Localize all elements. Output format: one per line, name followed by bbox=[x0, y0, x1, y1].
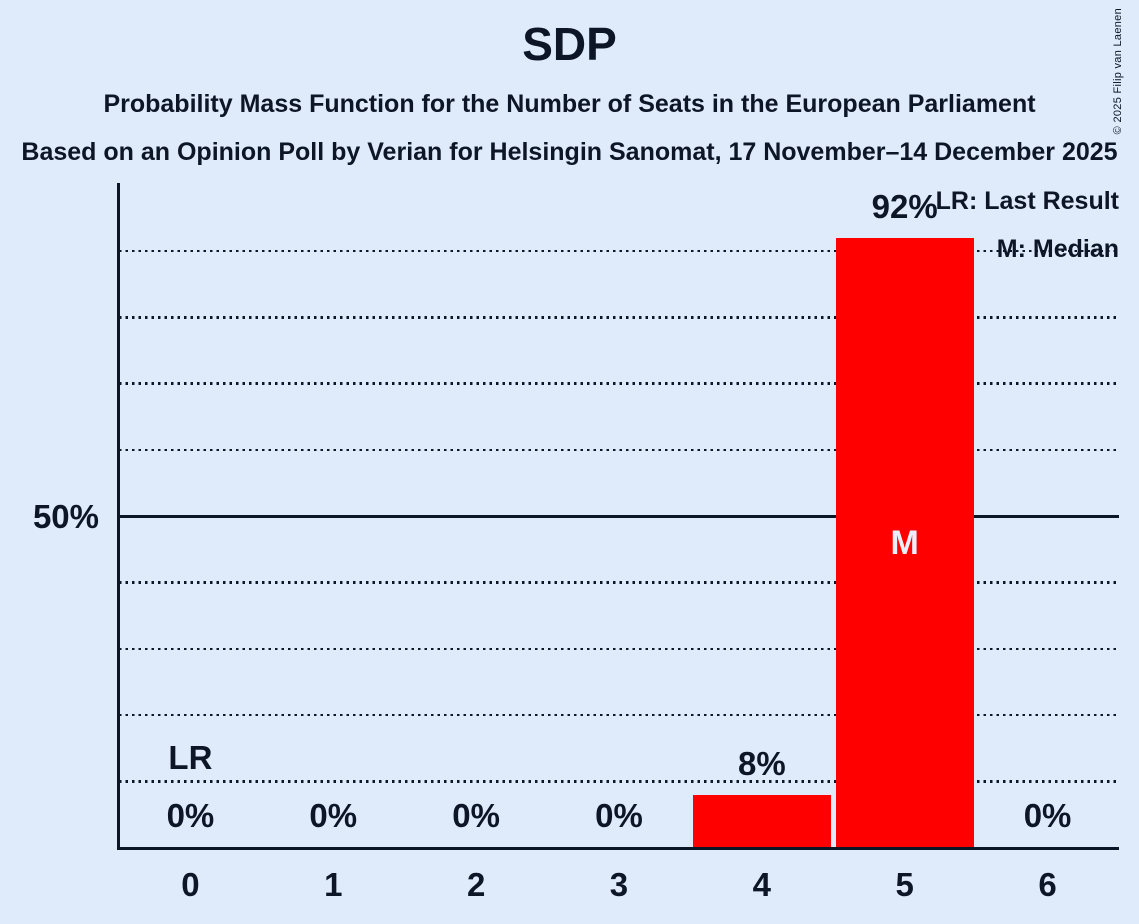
x-tick-label-0: 0 bbox=[181, 866, 200, 903]
gridline-dotted-70 bbox=[119, 382, 1119, 385]
gridline-dotted-90 bbox=[119, 249, 1119, 253]
value-label-seat-0: 0% bbox=[166, 797, 215, 834]
plot-area: 50% 0% 0 LR 0% 1 0% 2 0% 3 8% 4 92% 5 M 0% 6 bbox=[33, 183, 1119, 903]
x-tick-label-3: 3 bbox=[609, 866, 629, 903]
x-tick-label-1: 1 bbox=[324, 866, 343, 903]
gridline-dotted-60 bbox=[119, 448, 1119, 452]
value-label-seat-2: 0% bbox=[452, 797, 500, 834]
value-label-seat-1: 0% bbox=[309, 797, 358, 834]
x-tick-label-4: 4 bbox=[752, 866, 772, 903]
value-label-seat-3: 0% bbox=[595, 797, 643, 834]
legend-item-last-result: LR: Last Result bbox=[935, 187, 1119, 215]
chart-subtitle: Probability Mass Function for the Number… bbox=[103, 90, 1036, 118]
legend-item-median: M: Median bbox=[996, 235, 1119, 263]
gridline-dotted-30 bbox=[119, 647, 1119, 651]
value-label-seat-4: 8% bbox=[737, 745, 786, 782]
y-axis-line bbox=[117, 183, 120, 850]
chart-source-line: Based on an Opinion Poll by Verian for H… bbox=[21, 138, 1118, 166]
value-label-seat-5: 92% bbox=[871, 188, 938, 225]
median-marker: M bbox=[890, 524, 919, 562]
page-title: SDP bbox=[522, 18, 617, 70]
gridline-dotted-20 bbox=[119, 713, 1119, 717]
copyright-text: © 2025 Filip van Laenen bbox=[1112, 8, 1124, 135]
gridline-dotted-80 bbox=[119, 316, 1119, 319]
last-result-marker: LR bbox=[168, 739, 213, 776]
y-axis-50-label: 50% bbox=[32, 497, 99, 535]
value-label-seat-6: 0% bbox=[1023, 797, 1072, 834]
bar-seat-4 bbox=[692, 795, 831, 848]
gridline-dotted-10 bbox=[119, 780, 1119, 783]
x-tick-label-6: 6 bbox=[1038, 866, 1057, 903]
legend: LR: Last Result M: Median bbox=[936, 177, 1119, 273]
x-tick-label-5: 5 bbox=[895, 866, 914, 903]
gridline-solid-50 bbox=[119, 515, 1119, 518]
copyright-notice: © 2025 Filip van Laenen bbox=[1112, 8, 1124, 134]
bar-seat-5 bbox=[835, 238, 974, 848]
x-tick-label-2: 2 bbox=[466, 866, 486, 903]
gridline-dotted-40 bbox=[119, 581, 1119, 584]
x-axis-line bbox=[117, 847, 1119, 850]
